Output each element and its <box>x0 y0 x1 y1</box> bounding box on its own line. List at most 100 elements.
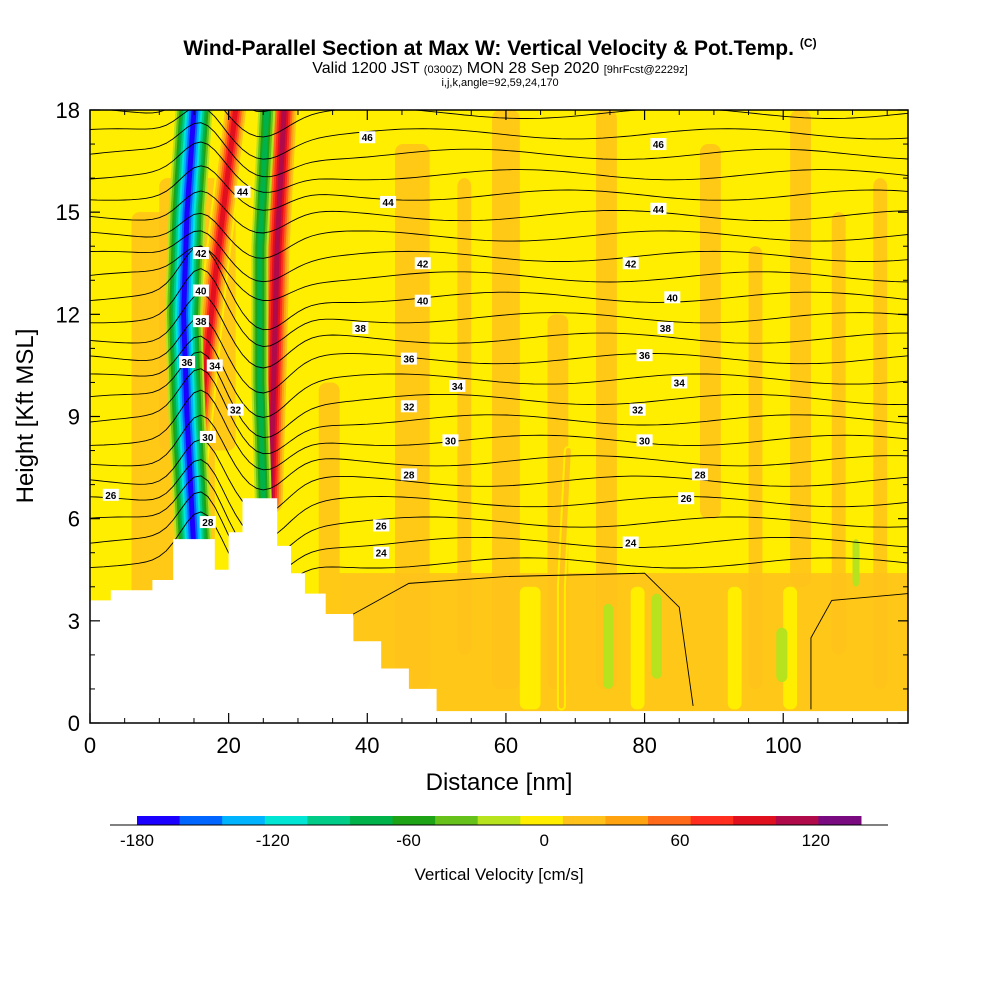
colorbar-swatch <box>648 816 692 825</box>
colorbar-swatch <box>477 816 521 825</box>
isotherm-label-bg <box>192 284 209 297</box>
colorbar-swatch <box>222 816 266 825</box>
isotherm-label-bg <box>179 356 196 369</box>
weak-field-patch <box>630 586 645 710</box>
isotherm-label: 28 <box>694 470 706 481</box>
isotherm-label-bg <box>227 403 244 416</box>
isotherm-label-bg <box>650 138 667 151</box>
colorbar-tick-label: 120 <box>802 831 830 850</box>
isotherm-label: 44 <box>653 205 665 216</box>
isotherm-label-bg <box>414 294 431 307</box>
x-tick-label: 80 <box>632 733 656 758</box>
x-axis-title: Distance [nm] <box>426 769 573 796</box>
velocity-updraft-layer <box>267 110 287 505</box>
isotherm-label-bg <box>671 376 688 389</box>
isotherm-label-bg <box>636 349 653 362</box>
isotherm-label: 44 <box>383 198 395 209</box>
isotherm-label: 40 <box>417 297 429 308</box>
weak-updraft-band <box>457 178 472 655</box>
isentrope-line <box>90 190 908 234</box>
isotherm-label: 44 <box>237 188 249 199</box>
isotherm-label: 42 <box>417 259 429 270</box>
isotherm-label: 24 <box>376 549 388 560</box>
isentrope-line <box>90 351 908 439</box>
colorbar-swatch <box>520 816 564 825</box>
colorbar-swatch <box>349 816 394 825</box>
colorbar-swatch <box>179 816 223 825</box>
weak-field-patch <box>727 586 742 710</box>
isentrope-line <box>90 110 908 160</box>
isotherm-label-bg <box>359 131 376 144</box>
isentrope-line <box>90 475 908 562</box>
x-tick-label: 0 <box>84 733 96 758</box>
y-tick-label: 6 <box>68 507 80 532</box>
chart-title-text: Wind-Parallel Section at Max W: Vertical… <box>183 37 794 60</box>
isentrope-line <box>90 230 908 283</box>
y-tick-label: 0 <box>68 711 80 736</box>
isotherm-labels: 24 24 26 26 26 28 28 28 30 30 30 32 32 32 34 34 34 36 36 36… <box>102 131 709 560</box>
isotherm-label-bg <box>678 492 695 505</box>
weak-updraft-band <box>395 144 430 689</box>
x-tick-label: 60 <box>494 733 518 758</box>
isotherm-label-bg <box>192 315 209 328</box>
velocity-downdraft-layer <box>181 110 197 556</box>
colorbar-swatch <box>562 816 606 825</box>
isotherm-label: 26 <box>681 494 693 505</box>
isotherm-label: 42 <box>625 259 637 270</box>
isotherm-label-bg <box>622 536 639 549</box>
isentrope-line <box>90 368 908 455</box>
isotherm-label: 24 <box>625 539 637 550</box>
isentrope-line <box>90 459 908 540</box>
isotherm-label-bg <box>692 468 709 481</box>
isentrope-line <box>90 268 908 348</box>
isotherm-label: 40 <box>195 286 207 297</box>
isotherm-label-bg <box>650 202 667 215</box>
isentrope-line <box>90 141 908 193</box>
isotherm-label: 36 <box>181 358 193 369</box>
isentrope-line <box>90 245 908 301</box>
colorbar: -180 -120 -60 0 60 120 <box>110 816 888 850</box>
x-tick-label: 100 <box>765 733 802 758</box>
isentrope-line <box>90 414 908 491</box>
isotherm-label: 36 <box>403 355 415 366</box>
colorbar-tick-label: -60 <box>396 831 421 850</box>
isotherm-label-bg <box>400 352 417 365</box>
y-tick-label: 12 <box>56 302 80 327</box>
y-tick-label: 9 <box>68 405 80 430</box>
isotherm-label-bg <box>234 185 251 198</box>
isotherm-label-bg <box>629 403 646 416</box>
grid-indices: i,j,k,angle=92,59,24,170 <box>441 77 559 89</box>
weak-updraft-band <box>492 110 520 689</box>
isentrope-line <box>90 511 908 594</box>
isentrope-line <box>90 316 908 394</box>
copyright-mark: (C) <box>799 36 817 50</box>
weak-field-patch <box>519 586 541 710</box>
y-tick-label: 18 <box>56 98 80 123</box>
isentrope-line <box>90 122 908 178</box>
isotherm-label-bg <box>380 195 397 208</box>
isotherm-label-bg <box>636 434 653 447</box>
isotherm-label-bg <box>373 519 390 532</box>
weak-updraft-band <box>873 178 888 689</box>
isotherm-label-bg <box>400 400 417 413</box>
isotherm-label: 30 <box>202 433 214 444</box>
colorbar-swatch <box>775 816 819 825</box>
isotherm-label: 32 <box>632 406 644 417</box>
isentrope-line <box>103 110 908 138</box>
y-tick-label: 15 <box>56 200 80 225</box>
isotherm-label-bg <box>414 257 431 270</box>
isotherm-label-bg <box>622 257 639 270</box>
isotherm-label-bg <box>192 247 209 260</box>
isotherm-label: 40 <box>667 293 679 304</box>
y-tick-label: 3 <box>68 609 80 634</box>
weak-downdraft-patch <box>852 539 860 587</box>
isotherm-label: 46 <box>653 140 665 151</box>
colorbar-tick-label: -120 <box>256 831 290 850</box>
isotherm-label: 28 <box>403 470 415 481</box>
isotherm-label: 30 <box>639 436 651 447</box>
isotherm-label: 34 <box>452 382 464 393</box>
chart-subtitle: Valid 1200 JST (0300Z) MON 28 Sep 2020 [… <box>0 60 1000 78</box>
valid-zulu: (0300Z) <box>423 64 463 76</box>
terrain-profile <box>90 498 908 723</box>
